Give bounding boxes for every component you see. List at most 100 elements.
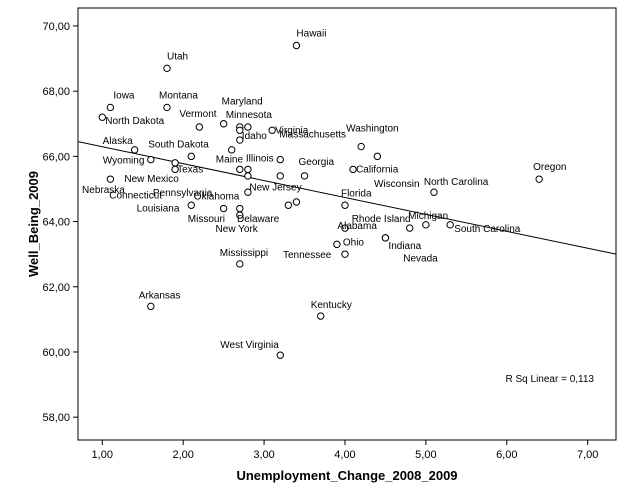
y-axis: 58,00 60,00 62,00 64,00 66,00 68,00 70,00 bbox=[42, 21, 78, 424]
data-point bbox=[422, 221, 430, 229]
data-point bbox=[236, 136, 244, 144]
data-point bbox=[333, 240, 341, 249]
data-point bbox=[219, 204, 228, 213]
x-tick-label: 4,00 bbox=[334, 449, 355, 461]
data-point bbox=[381, 234, 390, 242]
data-point bbox=[163, 64, 171, 73]
x-axis-title: Unemployment_Change_2008_2009 bbox=[236, 468, 457, 483]
data-point bbox=[244, 123, 252, 131]
points-layer bbox=[98, 41, 543, 359]
data-point bbox=[373, 152, 382, 161]
data-point bbox=[228, 146, 236, 154]
point-label: Rhode Island bbox=[352, 214, 411, 225]
data-point bbox=[446, 221, 454, 229]
y-tick-label: 66,00 bbox=[42, 151, 70, 163]
point-label: Idaho bbox=[242, 131, 267, 142]
data-point bbox=[284, 201, 293, 209]
y-tick-label: 58,00 bbox=[42, 412, 70, 424]
point-label: Alabama bbox=[337, 221, 377, 232]
data-point bbox=[292, 41, 301, 50]
data-point bbox=[236, 126, 244, 134]
point-label: Washington bbox=[346, 124, 398, 135]
x-tick-label: 5,00 bbox=[415, 449, 436, 461]
data-point bbox=[244, 165, 252, 174]
point-label: Arkansas bbox=[139, 290, 181, 301]
point-label: Maine bbox=[216, 154, 244, 165]
data-point bbox=[341, 201, 349, 209]
point-label: Michigan bbox=[408, 211, 448, 222]
data-point bbox=[106, 175, 115, 183]
point-label: Georgia bbox=[299, 157, 335, 168]
point-label: Pennsylvania bbox=[153, 188, 213, 199]
point-label: Iowa bbox=[113, 90, 135, 101]
point-label: Indiana bbox=[388, 241, 421, 252]
point-label: North Carolina bbox=[424, 177, 489, 188]
data-point bbox=[187, 201, 195, 209]
y-tick-label: 62,00 bbox=[42, 282, 70, 294]
y-tick-label: 70,00 bbox=[42, 21, 70, 33]
data-point bbox=[147, 302, 155, 311]
data-point bbox=[341, 224, 349, 232]
data-point bbox=[300, 172, 309, 180]
point-label: Maryland bbox=[222, 97, 263, 108]
data-point bbox=[317, 312, 325, 320]
point-label: Hawaii bbox=[296, 28, 326, 39]
data-point bbox=[187, 152, 195, 161]
point-label: Delaware bbox=[237, 214, 280, 225]
point-label: Montana bbox=[159, 90, 198, 101]
data-point bbox=[106, 103, 115, 112]
x-axis: 1,00 2,00 3,00 4,00 5,00 6,00 7,00 bbox=[92, 440, 598, 461]
point-label: Vermont bbox=[179, 109, 216, 120]
x-tick-label: 2,00 bbox=[172, 449, 193, 461]
point-label: Massachusetts bbox=[279, 129, 346, 140]
data-point bbox=[147, 155, 155, 164]
point-label: Louisiana bbox=[137, 204, 180, 215]
point-label: North Dakota bbox=[105, 116, 164, 127]
data-point bbox=[535, 175, 543, 183]
data-point bbox=[219, 120, 228, 128]
x-tick-label: 3,00 bbox=[253, 449, 274, 461]
point-label: Minnesota bbox=[226, 110, 273, 121]
plot-area bbox=[77, 7, 617, 441]
point-label: Illinois bbox=[246, 153, 274, 164]
data-point bbox=[276, 351, 284, 359]
y-tick-label: 60,00 bbox=[42, 347, 70, 359]
data-point bbox=[244, 188, 252, 196]
data-point bbox=[268, 126, 276, 134]
data-point bbox=[341, 250, 349, 258]
point-label: Nebraska bbox=[82, 185, 125, 196]
point-label: New Mexico bbox=[124, 174, 179, 185]
point-label: Wisconsin bbox=[374, 179, 420, 190]
point-label: Missouri bbox=[188, 214, 225, 225]
point-label: Kentucky bbox=[311, 300, 352, 311]
point-label: Alaska bbox=[103, 136, 133, 147]
point-label: Oregon bbox=[533, 162, 566, 173]
data-point bbox=[236, 260, 244, 268]
y-tick-label: 68,00 bbox=[42, 86, 70, 98]
point-label: Nevada bbox=[403, 253, 438, 264]
point-label: Ohio bbox=[343, 237, 365, 248]
point-label: Wyoming bbox=[103, 156, 145, 167]
y-tick-label: 64,00 bbox=[42, 217, 70, 229]
data-point bbox=[98, 113, 106, 121]
data-point bbox=[349, 165, 357, 174]
point-label: Oklahoma bbox=[194, 192, 240, 203]
point-label: Utah bbox=[167, 51, 188, 62]
point-label: West Virginia bbox=[220, 340, 279, 351]
x-tick-label: 1,00 bbox=[92, 449, 113, 461]
point-labels-layer: Utah Hawaii Iowa North Dakota Montana Vermont… bbox=[82, 28, 566, 351]
data-point bbox=[195, 123, 204, 131]
data-point bbox=[405, 224, 414, 232]
y-axis-title: Well_Being_2009 bbox=[26, 171, 41, 277]
point-label: Connecticut bbox=[109, 190, 162, 201]
point-label: South Dakota bbox=[148, 139, 209, 150]
point-label: New Jersey bbox=[249, 182, 301, 193]
point-label: Florida bbox=[341, 188, 372, 199]
point-label: Mississippi bbox=[220, 248, 268, 259]
regression-line-layer bbox=[77, 141, 617, 255]
data-point bbox=[163, 103, 171, 112]
x-tick-label: 7,00 bbox=[577, 449, 598, 461]
data-point bbox=[357, 142, 365, 151]
